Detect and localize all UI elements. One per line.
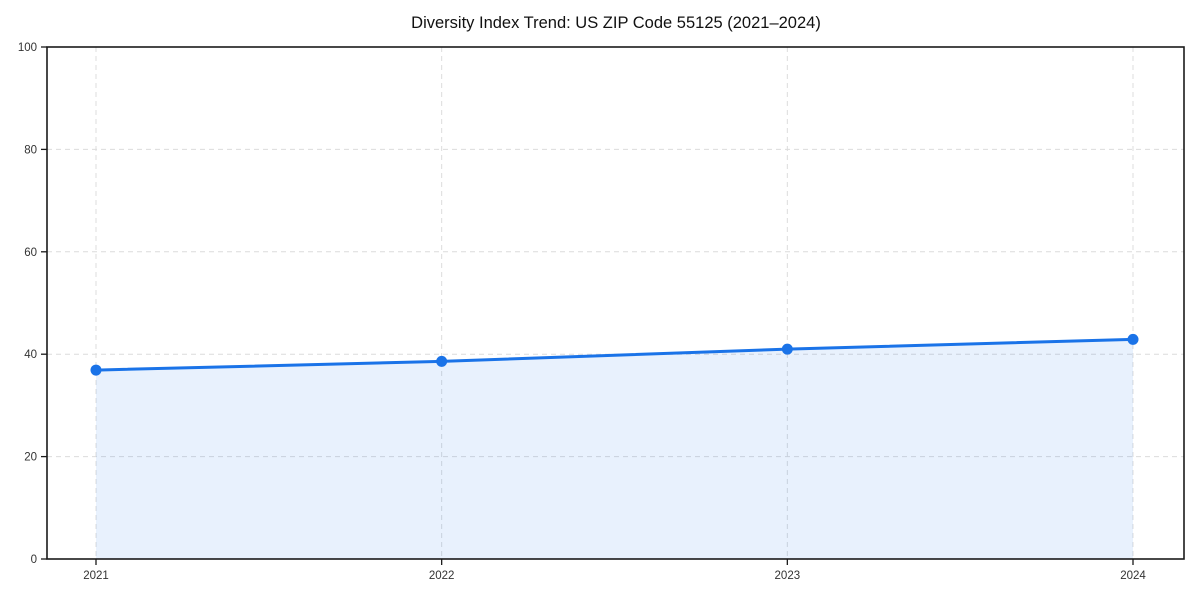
y-tick-label: 20 bbox=[24, 452, 37, 464]
x-tick-label: 2024 bbox=[1120, 570, 1146, 582]
data-point-2021 bbox=[90, 364, 102, 376]
y-tick-label: 40 bbox=[24, 349, 37, 361]
x-tick-label: 2021 bbox=[83, 570, 109, 582]
plot-border bbox=[46, 46, 1185, 560]
data-point-2022 bbox=[436, 355, 448, 367]
x-tick-label: 2023 bbox=[775, 570, 801, 582]
area-fill bbox=[96, 339, 1133, 559]
x-tick-label: 2022 bbox=[429, 570, 455, 582]
y-tick-label: 80 bbox=[24, 144, 37, 156]
chart-title: Diversity Index Trend: US ZIP Code 55125… bbox=[411, 14, 821, 32]
data-point-2024 bbox=[1127, 333, 1139, 345]
y-tick-label: 100 bbox=[18, 42, 37, 54]
data-point-2023 bbox=[781, 343, 793, 355]
trend-line bbox=[94, 337, 1135, 372]
y-tick-label: 0 bbox=[31, 554, 37, 566]
y-tick-label: 60 bbox=[24, 247, 37, 259]
